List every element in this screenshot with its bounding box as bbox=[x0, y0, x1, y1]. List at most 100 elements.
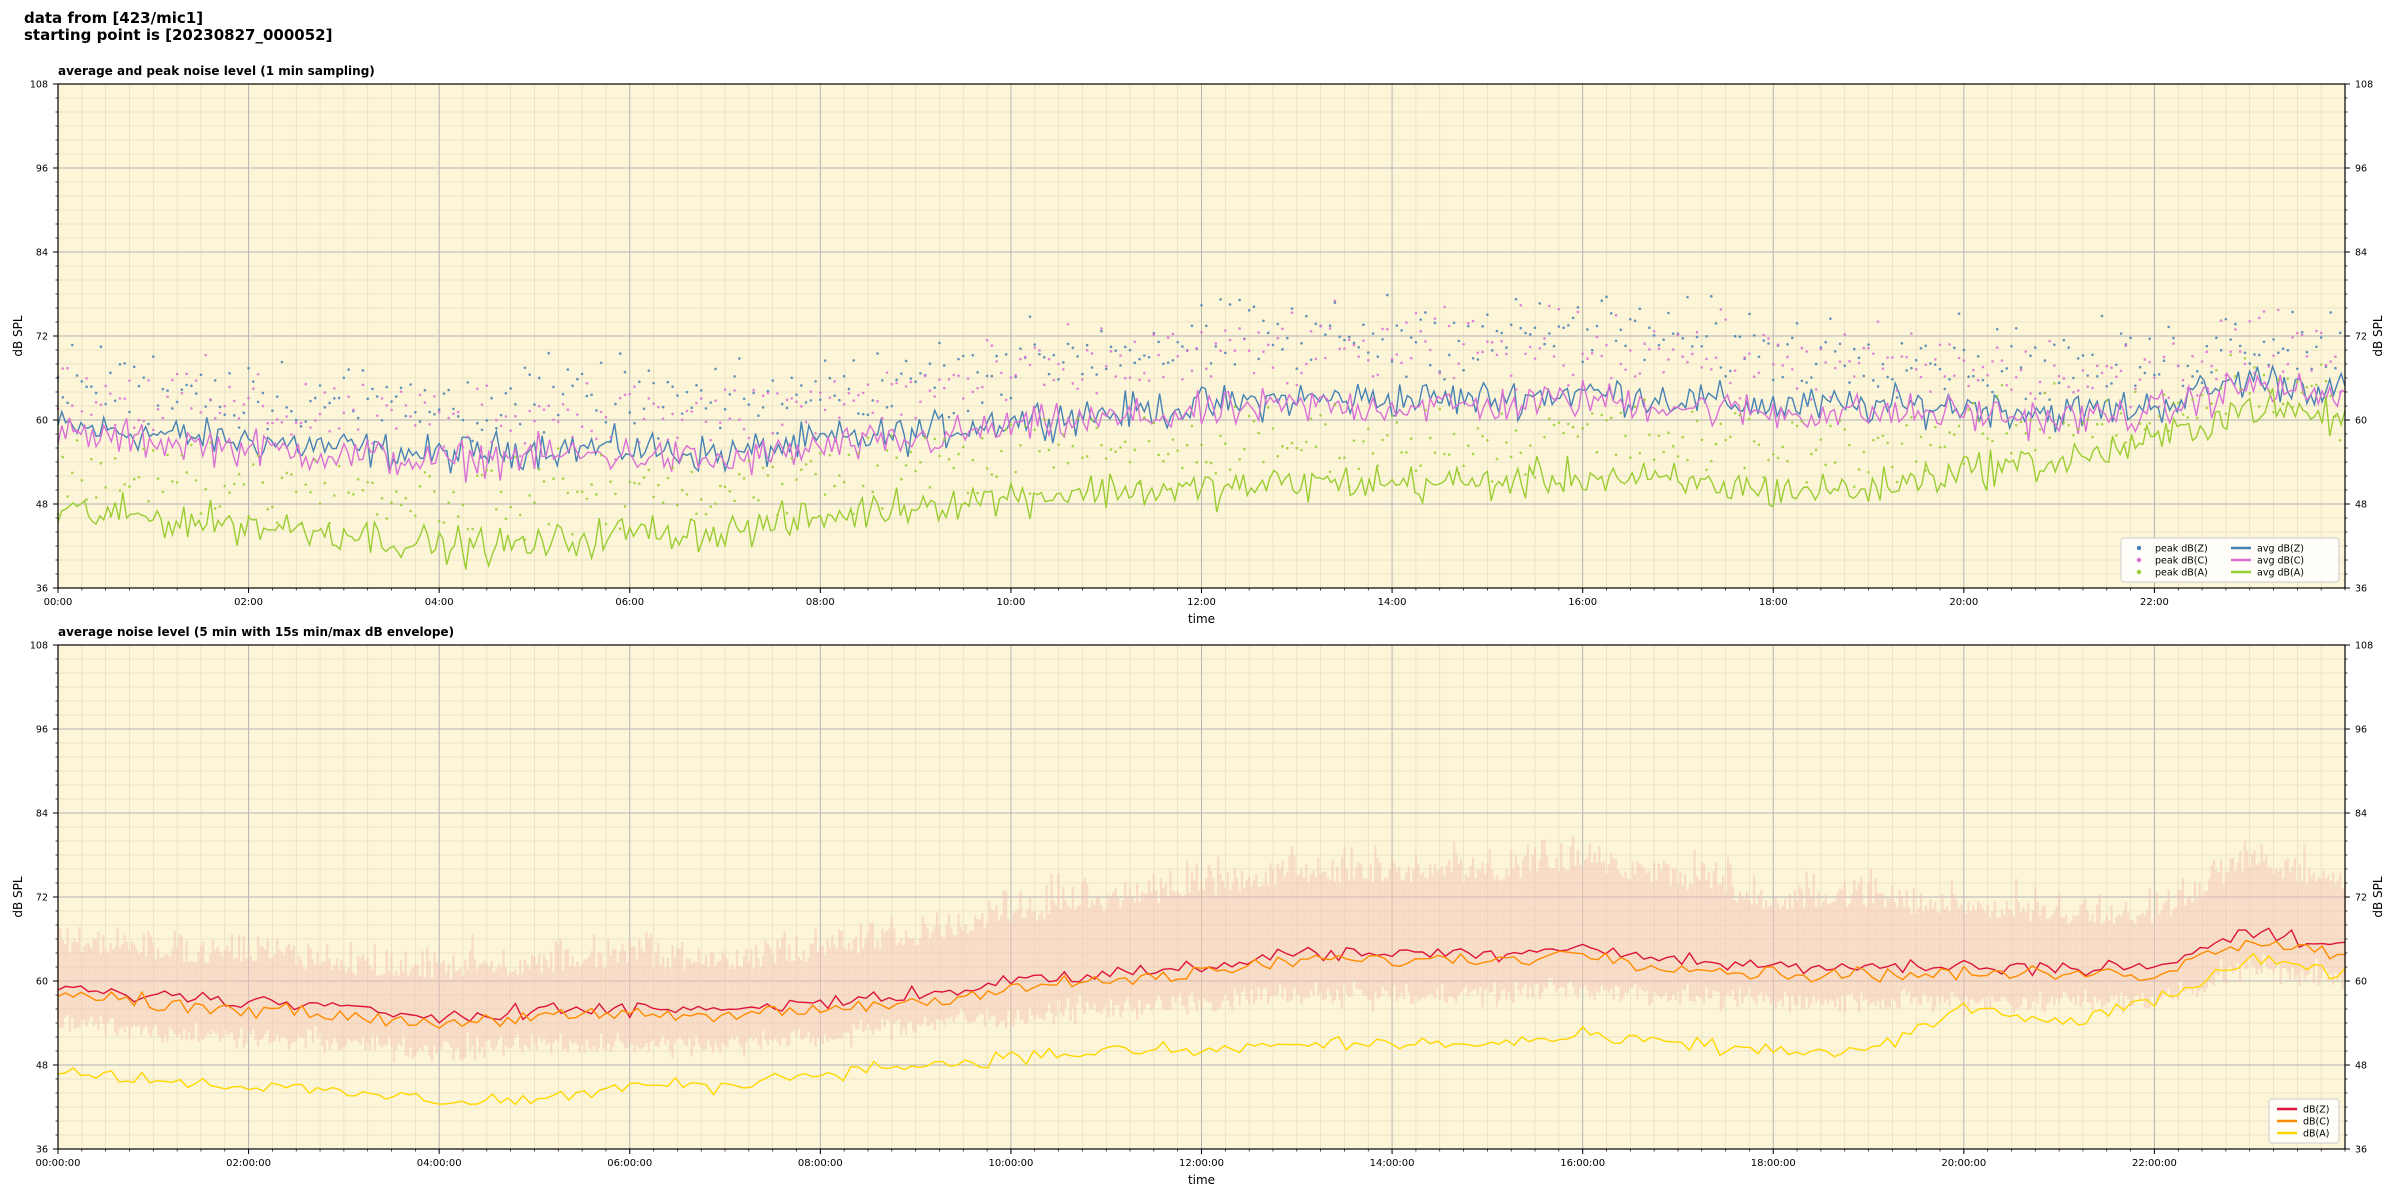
scatter-point bbox=[1224, 442, 1227, 445]
scatter-point bbox=[1347, 335, 1351, 339]
scatter-point bbox=[490, 440, 493, 444]
scatter-point bbox=[1366, 358, 1370, 362]
scatter-point bbox=[1619, 328, 1623, 332]
scatter-point bbox=[1833, 366, 1837, 370]
scatter-point bbox=[1514, 388, 1518, 391]
scatter-point bbox=[209, 441, 212, 444]
scatter-point bbox=[2329, 311, 2333, 314]
scatter-point bbox=[1590, 351, 1594, 355]
scatter-point bbox=[2019, 366, 2023, 369]
x-tick-label: 08:00:00 bbox=[798, 1158, 843, 1169]
scatter-point bbox=[275, 395, 279, 398]
scatter-point bbox=[1071, 382, 1075, 385]
scatter-point bbox=[652, 495, 655, 499]
scatter-point bbox=[1991, 390, 1994, 394]
scatter-point bbox=[495, 418, 498, 422]
scatter-point bbox=[94, 496, 98, 499]
scatter-point bbox=[1066, 461, 1070, 465]
scatter-point bbox=[1614, 453, 1618, 457]
scatter-point bbox=[819, 391, 822, 394]
scatter-point bbox=[761, 406, 765, 409]
scatter-point bbox=[1019, 357, 1022, 361]
scatter-point bbox=[418, 420, 422, 423]
scatter-point bbox=[1829, 317, 1832, 320]
scatter-point bbox=[1181, 345, 1184, 348]
scatter-point bbox=[2148, 360, 2151, 364]
scatter-point bbox=[1914, 358, 1918, 362]
scatter-point bbox=[1081, 456, 1084, 460]
scatter-point bbox=[2019, 420, 2023, 424]
scatter-point bbox=[1166, 452, 1170, 456]
scatter-point bbox=[442, 392, 446, 395]
scatter-point bbox=[1595, 451, 1599, 454]
chart-title: average and peak noise level (1 min samp… bbox=[58, 64, 375, 78]
scatter-point bbox=[1953, 374, 1956, 377]
scatter-point bbox=[771, 465, 774, 469]
scatter-point bbox=[1771, 452, 1775, 456]
scatter-point bbox=[2210, 371, 2213, 374]
scatter-point bbox=[2176, 401, 2180, 405]
scatter-point bbox=[509, 387, 512, 390]
y-tick-label-left: 36 bbox=[36, 584, 48, 595]
scatter-point bbox=[857, 393, 860, 397]
scatter-point bbox=[1695, 335, 1699, 339]
scatter-point bbox=[928, 389, 932, 392]
scatter-point bbox=[680, 418, 684, 422]
scatter-point bbox=[1805, 381, 1808, 384]
scatter-point bbox=[2338, 391, 2342, 394]
scatter-point bbox=[1062, 361, 1065, 364]
scatter-point bbox=[1629, 456, 1632, 459]
scatter-point bbox=[766, 389, 770, 393]
scatter-point bbox=[2324, 379, 2328, 383]
scatter-point bbox=[1438, 372, 1442, 375]
scatter-point bbox=[1085, 343, 1089, 347]
scatter-point bbox=[528, 373, 531, 376]
scatter-point bbox=[1705, 357, 1708, 361]
scatter-point bbox=[838, 416, 841, 420]
scatter-point bbox=[1891, 356, 1894, 359]
scatter-point bbox=[1686, 295, 1689, 299]
scatter-point bbox=[113, 457, 117, 460]
scatter-point bbox=[1786, 355, 1789, 359]
scatter-point bbox=[285, 471, 289, 475]
scatter-point bbox=[499, 490, 503, 494]
scatter-point bbox=[1838, 342, 1842, 346]
scatter-point bbox=[1357, 467, 1361, 471]
scatter-point bbox=[1424, 340, 1427, 343]
scatter-point bbox=[2038, 428, 2042, 431]
scatter-point bbox=[2034, 346, 2037, 349]
scatter-point bbox=[2257, 316, 2261, 320]
scatter-point bbox=[2181, 413, 2185, 416]
scatter-point bbox=[1162, 459, 1165, 463]
scatter-point bbox=[2129, 405, 2132, 409]
scatter-point bbox=[2262, 310, 2266, 313]
scatter-point bbox=[2124, 441, 2128, 444]
scatter-point bbox=[1081, 372, 1084, 376]
scatter-point bbox=[580, 425, 584, 428]
legend-marker bbox=[2136, 569, 2142, 575]
scatter-point bbox=[2062, 421, 2066, 424]
scatter-point bbox=[2234, 375, 2237, 378]
scatter-point bbox=[1543, 337, 1546, 340]
scatter-point bbox=[1471, 319, 1475, 323]
scatter-point bbox=[2176, 364, 2180, 367]
scatter-point bbox=[1224, 329, 1227, 332]
scatter-point bbox=[809, 390, 813, 393]
scatter-point bbox=[1019, 347, 1022, 350]
scatter-point bbox=[1252, 419, 1256, 423]
scatter-point bbox=[580, 490, 584, 494]
scatter-point bbox=[2262, 340, 2266, 344]
scatter-point bbox=[394, 427, 398, 430]
scatter-point bbox=[1471, 356, 1475, 360]
scatter-point bbox=[642, 476, 646, 479]
scatter-point bbox=[1128, 376, 1132, 380]
scatter-point bbox=[1876, 436, 1880, 440]
scatter-point bbox=[919, 461, 922, 464]
scatter-point bbox=[1514, 297, 1518, 301]
scatter-point bbox=[704, 407, 708, 410]
scatter-point bbox=[61, 395, 65, 399]
scatter-point bbox=[123, 483, 127, 486]
scatter-point bbox=[209, 398, 212, 401]
scatter-point bbox=[1476, 351, 1480, 355]
scatter-point bbox=[85, 385, 88, 389]
